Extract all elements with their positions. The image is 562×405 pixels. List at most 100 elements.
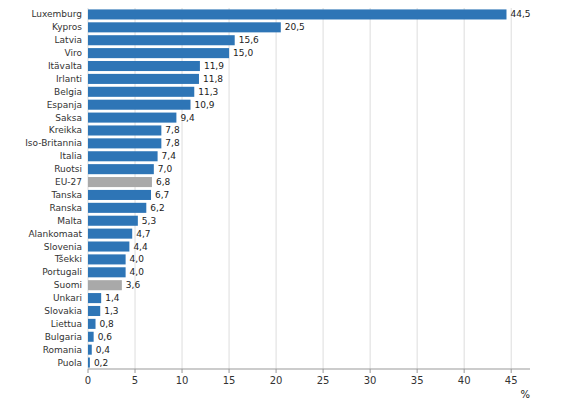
tick-mark (135, 369, 136, 373)
data-label: 1,4 (105, 293, 120, 303)
category-label: Romania (43, 345, 82, 355)
bar (88, 61, 200, 71)
category-label: Suomi (54, 280, 82, 290)
bar (88, 177, 152, 187)
axis-label: % (520, 389, 530, 400)
tick-mark (182, 369, 183, 373)
tick-label: 15 (223, 375, 236, 386)
tick-mark (511, 369, 512, 373)
bar (88, 229, 132, 239)
data-label: 4,4 (133, 242, 148, 252)
data-label: 5,3 (142, 216, 156, 226)
tick-label: 25 (317, 375, 330, 386)
bar (88, 164, 154, 174)
category-label: Portugali (42, 267, 82, 277)
category-label: Luxemburg (31, 9, 82, 19)
grid-line (417, 8, 418, 369)
bar (88, 190, 151, 200)
grid-line (276, 8, 277, 369)
data-label: 6,7 (155, 190, 169, 200)
category-label: Kypros (52, 22, 82, 32)
category-label: Unkari (53, 293, 82, 303)
data-label: 0,2 (94, 358, 108, 368)
tick-label: 0 (85, 375, 91, 386)
bar (88, 35, 235, 45)
data-label: 11,9 (204, 61, 224, 71)
bar (88, 358, 90, 368)
data-label: 11,8 (203, 74, 223, 84)
category-label: Iso-Britannia (25, 138, 82, 148)
category-label: Bulgaria (45, 332, 82, 342)
tick-label: 20 (270, 375, 283, 386)
data-label: 7,8 (165, 138, 180, 148)
bar (88, 151, 158, 161)
tick-mark (370, 369, 371, 373)
category-label: Malta (57, 216, 82, 226)
data-label: 7,4 (162, 151, 177, 161)
data-label: 15,6 (239, 35, 259, 45)
chart: 44,520,515,615,011,911,811,310,99,47,87,… (0, 0, 562, 405)
category-label: Latvia (55, 35, 82, 45)
category-label: Liettua (51, 319, 82, 329)
data-label: 6,8 (156, 177, 171, 187)
category-label: Belgia (54, 87, 82, 97)
bar (88, 267, 126, 277)
bar (88, 9, 506, 19)
bar (88, 293, 101, 303)
data-label: 9,4 (180, 113, 195, 123)
data-label: 4,7 (136, 229, 150, 239)
tick-mark (417, 369, 418, 373)
category-label: Irlanti (56, 74, 82, 84)
bar (88, 138, 161, 148)
category-label: Tšekki (54, 254, 82, 264)
data-label: 7,0 (158, 164, 173, 174)
category-label: Espanja (47, 100, 82, 110)
category-label: Slovenia (44, 242, 82, 252)
bar (88, 241, 129, 251)
category-label: Slovakia (44, 306, 82, 316)
data-label: 20,5 (285, 22, 305, 32)
bar (88, 100, 191, 110)
tick-label: 30 (364, 375, 377, 386)
category-label: EU-27 (55, 177, 82, 187)
bar (88, 125, 161, 135)
bar (88, 48, 229, 58)
data-label: 4,0 (130, 267, 145, 277)
bar (88, 216, 138, 226)
category-label: Viro (65, 48, 83, 58)
category-label: Itävalta (48, 61, 82, 71)
data-label: 0,6 (98, 332, 113, 342)
bar (88, 319, 96, 329)
bar (88, 74, 199, 84)
category-label: Ruotsi (54, 164, 82, 174)
data-label: 10,9 (195, 100, 215, 110)
bar (88, 203, 146, 213)
y-axis: Luxemburg Kypros Latvia Viro Itävalta Irlanti… (25, 9, 82, 367)
data-label: 3,6 (126, 280, 141, 290)
bar (88, 345, 92, 355)
category-label: Alankomaat (28, 229, 82, 239)
data-label: 1,3 (104, 306, 118, 316)
grid-line (464, 8, 465, 369)
category-label: Kreikka (49, 125, 82, 135)
category-label: Puola (58, 358, 83, 368)
category-label: Saksa (55, 113, 82, 123)
grid-line (370, 8, 371, 369)
category-label: Tanska (51, 190, 83, 200)
tick-label: 40 (458, 375, 471, 386)
data-label: 0,4 (96, 345, 111, 355)
category-label: Italia (60, 151, 82, 161)
tick-label: 35 (411, 375, 424, 386)
bar (88, 332, 94, 342)
grid-line (511, 8, 512, 369)
data-label: 7,8 (165, 125, 180, 135)
tick-label: 5 (132, 375, 138, 386)
category-label: Ranska (49, 203, 82, 213)
tick-label: 10 (176, 375, 189, 386)
data-label: 6,2 (150, 203, 164, 213)
x-axis: 051015202530354045% (85, 369, 530, 400)
grid-line (229, 8, 230, 369)
data-label: 44,5 (510, 9, 530, 19)
data-label: 11,3 (198, 87, 218, 97)
tick-mark (88, 369, 89, 373)
